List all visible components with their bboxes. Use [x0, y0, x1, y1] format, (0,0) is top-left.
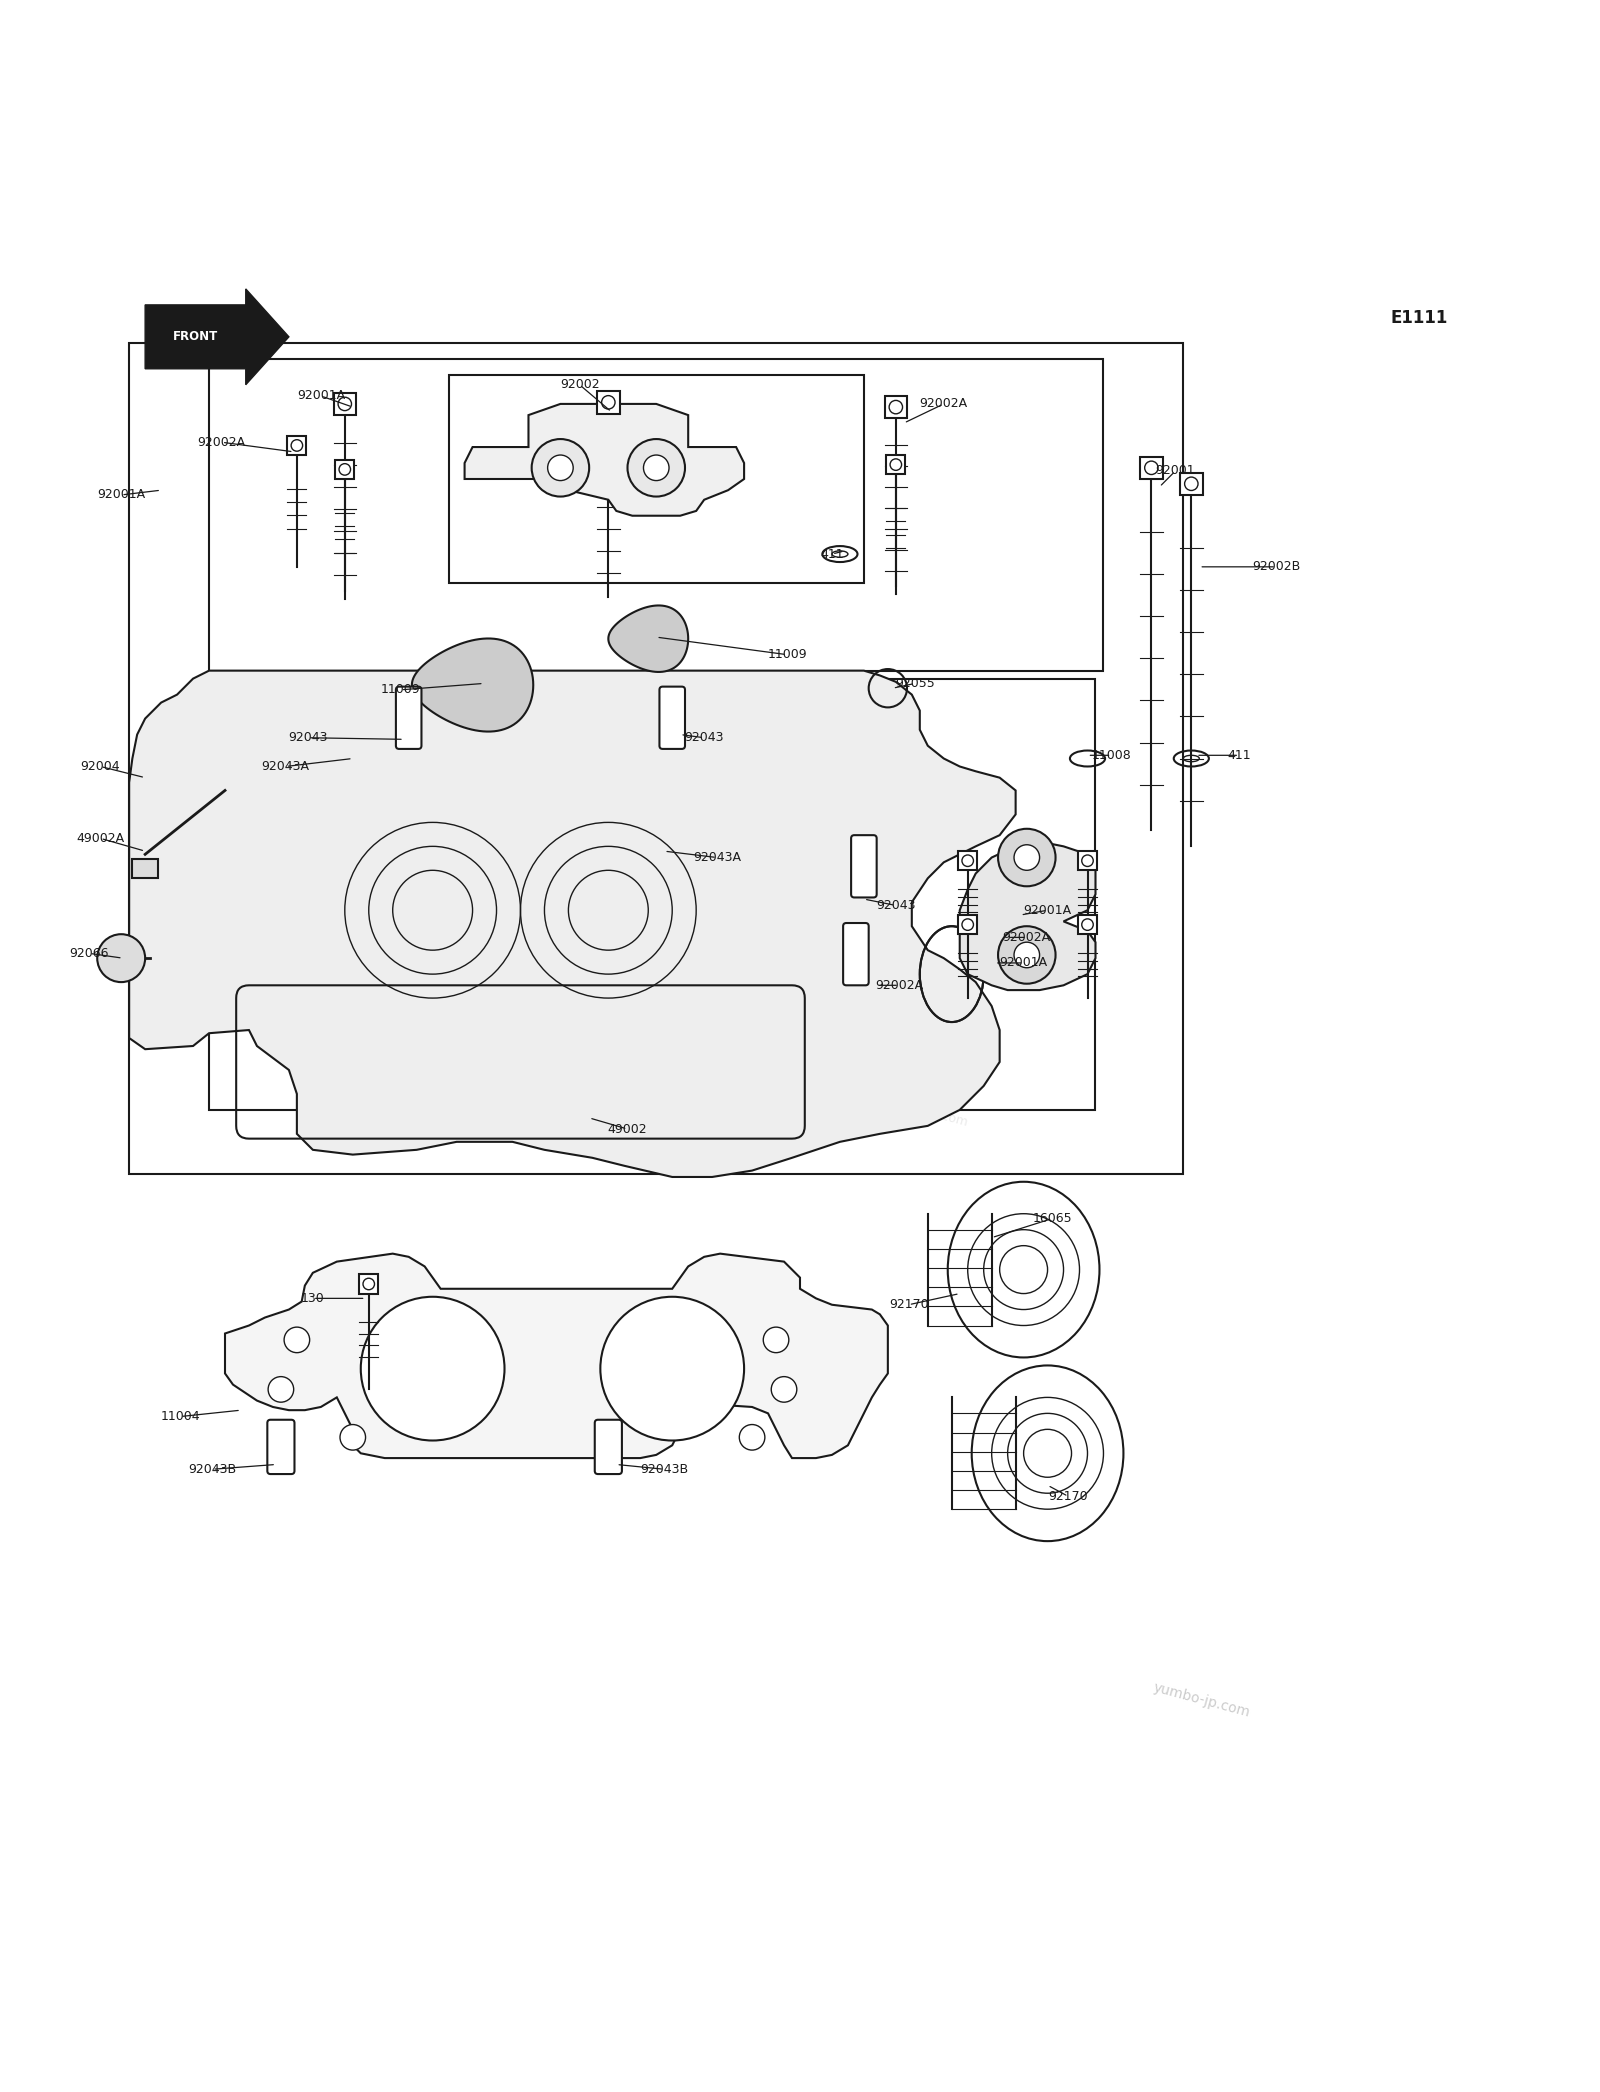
- Text: 92002B: 92002B: [1251, 561, 1301, 573]
- Bar: [1181, 473, 1203, 496]
- Circle shape: [339, 464, 350, 475]
- Circle shape: [285, 1326, 310, 1354]
- Text: 92001A: 92001A: [1024, 904, 1072, 916]
- Text: 92043B: 92043B: [189, 1462, 237, 1475]
- Text: 11009: 11009: [381, 684, 421, 697]
- Polygon shape: [464, 404, 744, 517]
- FancyBboxPatch shape: [843, 923, 869, 985]
- Bar: [133, 860, 158, 879]
- Circle shape: [739, 1425, 765, 1450]
- Text: 92170: 92170: [888, 1299, 928, 1312]
- Bar: [334, 393, 355, 414]
- Bar: [210, 678, 1096, 1111]
- Circle shape: [763, 1326, 789, 1354]
- Bar: [288, 435, 307, 456]
- Text: 92002A: 92002A: [875, 979, 923, 992]
- Bar: [210, 360, 1104, 672]
- Polygon shape: [411, 638, 533, 732]
- Text: 92002A: 92002A: [198, 435, 246, 450]
- Circle shape: [627, 439, 685, 496]
- Polygon shape: [608, 605, 688, 672]
- Circle shape: [890, 400, 902, 414]
- Circle shape: [1082, 856, 1093, 866]
- Text: 92002A: 92002A: [1003, 931, 1051, 943]
- Circle shape: [360, 1297, 504, 1441]
- FancyBboxPatch shape: [851, 835, 877, 897]
- Circle shape: [269, 1377, 294, 1402]
- Text: 16065: 16065: [1032, 1211, 1072, 1226]
- Polygon shape: [146, 289, 290, 385]
- FancyBboxPatch shape: [659, 686, 685, 749]
- Circle shape: [547, 456, 573, 481]
- Circle shape: [998, 828, 1056, 887]
- Text: 11009: 11009: [768, 649, 806, 661]
- Polygon shape: [960, 841, 1096, 990]
- Text: 92043: 92043: [685, 732, 723, 745]
- Bar: [1078, 914, 1098, 935]
- Text: 92001A: 92001A: [98, 487, 146, 502]
- Text: 92043: 92043: [288, 732, 328, 745]
- Text: FRONT: FRONT: [173, 331, 218, 343]
- Bar: [448, 374, 864, 584]
- Text: 92002: 92002: [560, 379, 600, 391]
- Bar: [336, 460, 354, 479]
- Circle shape: [339, 1425, 365, 1450]
- Bar: [958, 914, 978, 935]
- Text: 92170: 92170: [1048, 1490, 1088, 1502]
- Text: E1111: E1111: [1390, 310, 1448, 326]
- Circle shape: [291, 439, 302, 452]
- Text: 92043A: 92043A: [262, 759, 310, 772]
- Circle shape: [98, 935, 146, 981]
- Text: 49002: 49002: [608, 1123, 648, 1136]
- FancyBboxPatch shape: [267, 1420, 294, 1475]
- Circle shape: [363, 1278, 374, 1291]
- Text: 92001A: 92001A: [296, 389, 346, 402]
- Text: 92043: 92043: [877, 900, 915, 912]
- Circle shape: [1014, 941, 1040, 969]
- FancyBboxPatch shape: [595, 1420, 622, 1475]
- Text: 411: 411: [821, 548, 843, 561]
- Circle shape: [338, 397, 352, 410]
- Text: 92004: 92004: [80, 759, 120, 772]
- Text: yumbo-jp.com: yumbo-jp.com: [1152, 1680, 1251, 1720]
- Text: 11008: 11008: [1091, 749, 1131, 761]
- Text: 49002A: 49002A: [77, 833, 125, 845]
- Text: 92001: 92001: [1155, 464, 1195, 477]
- Text: 92002A: 92002A: [920, 397, 968, 410]
- Text: yumbo-jp.com: yumbo-jp.com: [880, 1094, 970, 1130]
- Circle shape: [1082, 918, 1093, 931]
- Circle shape: [998, 927, 1056, 983]
- Text: 92043B: 92043B: [640, 1462, 688, 1475]
- Circle shape: [602, 395, 614, 410]
- Bar: [885, 395, 907, 418]
- Circle shape: [890, 458, 901, 471]
- Bar: [1078, 851, 1098, 870]
- Text: 11004: 11004: [160, 1410, 200, 1423]
- Bar: [958, 851, 978, 870]
- Text: 92043A: 92043A: [693, 851, 741, 864]
- Text: 92066: 92066: [69, 948, 109, 960]
- Circle shape: [771, 1377, 797, 1402]
- Bar: [1141, 456, 1163, 479]
- Bar: [130, 343, 1184, 1174]
- Circle shape: [1184, 477, 1198, 490]
- Polygon shape: [130, 672, 1016, 1178]
- Text: 130: 130: [301, 1293, 325, 1305]
- Bar: [886, 456, 906, 475]
- Text: 92055: 92055: [894, 678, 934, 690]
- Circle shape: [643, 456, 669, 481]
- Circle shape: [600, 1297, 744, 1441]
- Text: 92001A: 92001A: [1000, 956, 1048, 969]
- Bar: [358, 1274, 378, 1293]
- Polygon shape: [226, 1253, 888, 1458]
- Circle shape: [1144, 460, 1158, 475]
- Circle shape: [962, 918, 973, 931]
- Bar: [597, 391, 619, 414]
- FancyBboxPatch shape: [395, 686, 421, 749]
- Circle shape: [962, 856, 973, 866]
- Circle shape: [1014, 845, 1040, 870]
- Circle shape: [531, 439, 589, 496]
- Text: 411: 411: [1227, 749, 1251, 761]
